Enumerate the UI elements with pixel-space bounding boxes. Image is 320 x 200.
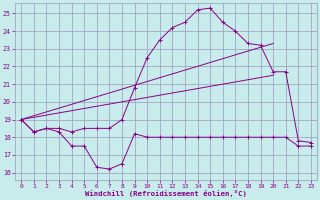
X-axis label: Windchill (Refroidissement éolien,°C): Windchill (Refroidissement éolien,°C) — [85, 190, 247, 197]
